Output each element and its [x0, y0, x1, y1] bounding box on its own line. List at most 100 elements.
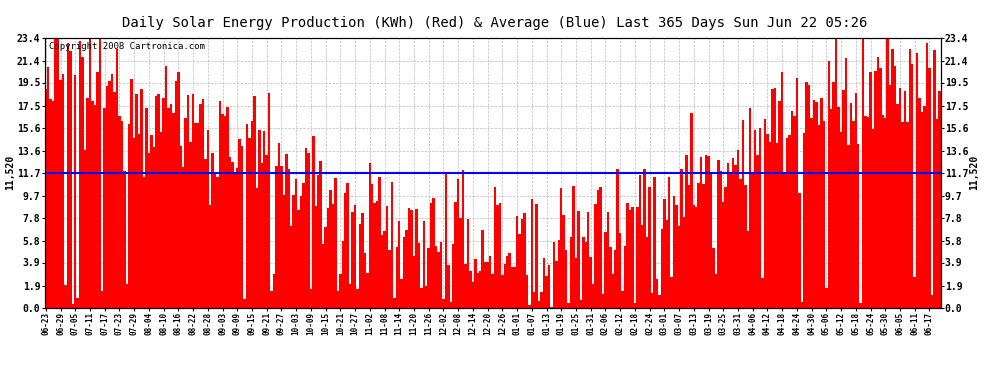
Bar [859, 303, 862, 307]
Bar [466, 219, 469, 308]
Bar [167, 108, 169, 307]
Bar [867, 117, 869, 308]
Bar [91, 101, 94, 308]
Bar [589, 257, 592, 307]
Bar [852, 121, 854, 308]
Bar [622, 291, 624, 308]
Bar [690, 113, 693, 308]
Bar [56, 38, 59, 308]
Bar [433, 198, 435, 308]
Bar [695, 207, 698, 308]
Bar [673, 196, 675, 308]
Bar [722, 202, 725, 308]
Bar [479, 271, 481, 308]
Bar [184, 118, 187, 308]
Bar [496, 205, 499, 308]
Bar [79, 41, 81, 308]
Bar [931, 295, 934, 307]
Bar [565, 250, 567, 308]
Bar [172, 113, 174, 308]
Bar [344, 193, 346, 308]
Bar [202, 99, 204, 308]
Bar [872, 129, 874, 308]
Bar [131, 79, 133, 308]
Bar [302, 183, 305, 308]
Bar [617, 169, 619, 308]
Bar [744, 185, 746, 308]
Bar [148, 153, 150, 308]
Bar [169, 104, 172, 308]
Bar [768, 142, 771, 308]
Bar [224, 116, 226, 308]
Bar [715, 274, 717, 308]
Bar [840, 132, 842, 308]
Bar [358, 225, 361, 308]
Bar [342, 240, 344, 308]
Bar [717, 160, 720, 308]
Bar [268, 93, 270, 308]
Bar [811, 117, 813, 308]
Bar [761, 278, 763, 308]
Bar [519, 234, 521, 308]
Bar [157, 94, 160, 308]
Text: Copyright 2008 Cartronica.com: Copyright 2008 Cartronica.com [50, 42, 205, 51]
Bar [449, 302, 452, 307]
Bar [141, 89, 143, 308]
Bar [231, 162, 234, 308]
Bar [335, 177, 337, 308]
Bar [737, 150, 740, 308]
Bar [246, 124, 248, 308]
Bar [921, 112, 924, 308]
Bar [179, 146, 182, 308]
Bar [420, 288, 423, 308]
Bar [712, 248, 715, 308]
Bar [816, 102, 818, 308]
Bar [47, 67, 50, 308]
Bar [260, 163, 263, 308]
Bar [84, 150, 86, 308]
Bar [594, 204, 597, 308]
Bar [634, 303, 637, 307]
Bar [776, 143, 778, 308]
Bar [587, 212, 589, 308]
Bar [557, 240, 560, 308]
Bar [403, 237, 405, 308]
Bar [273, 274, 275, 308]
Bar [241, 146, 244, 308]
Bar [740, 180, 742, 308]
Bar [438, 252, 440, 308]
Bar [914, 277, 916, 308]
Bar [222, 114, 224, 308]
Bar [759, 128, 761, 308]
Bar [891, 49, 894, 308]
Bar [648, 186, 650, 308]
Bar [793, 116, 796, 308]
Bar [550, 307, 552, 308]
Bar [644, 169, 645, 308]
Bar [325, 227, 327, 308]
Bar [698, 183, 700, 308]
Bar [665, 220, 668, 308]
Bar [81, 57, 84, 308]
Bar [86, 98, 89, 308]
Bar [700, 157, 702, 308]
Bar [177, 72, 179, 308]
Bar [749, 108, 751, 308]
Bar [327, 209, 330, 308]
Bar [877, 57, 879, 308]
Bar [239, 139, 241, 308]
Bar [499, 203, 501, 308]
Bar [572, 186, 575, 308]
Bar [351, 212, 353, 308]
Bar [570, 237, 572, 308]
Bar [881, 116, 884, 308]
Bar [104, 108, 106, 308]
Bar [51, 100, 54, 308]
Bar [536, 204, 538, 308]
Bar [683, 217, 685, 308]
Bar [702, 184, 705, 308]
Bar [523, 213, 526, 308]
Bar [645, 237, 648, 308]
Bar [187, 95, 189, 308]
Bar [609, 248, 612, 308]
